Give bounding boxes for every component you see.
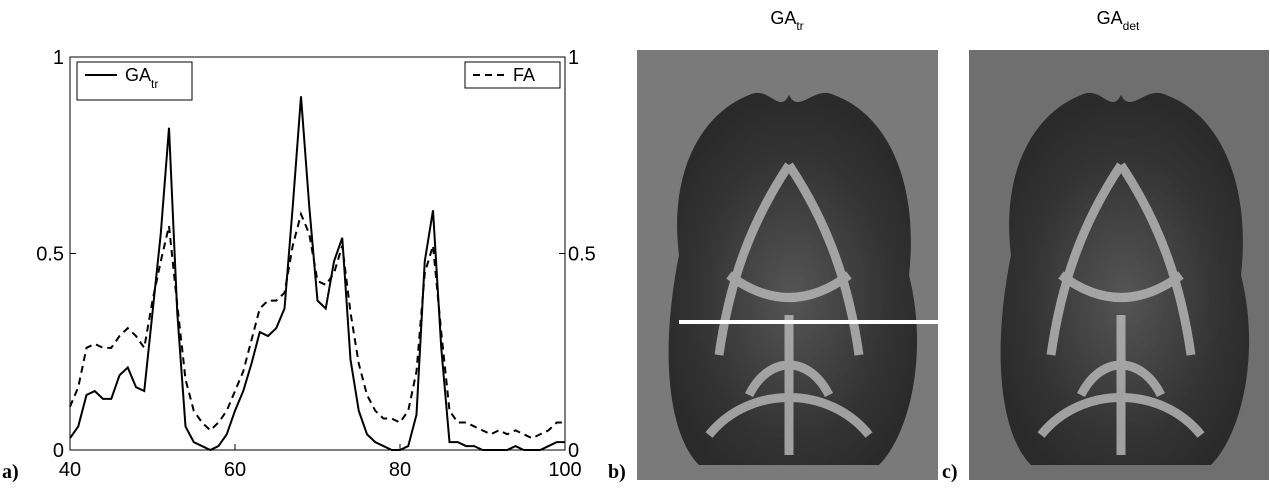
legend-box [76, 61, 193, 101]
y-tick-label: 0 [53, 440, 64, 462]
y2-tick-label: 0 [568, 440, 579, 462]
legend-label: FA [513, 65, 535, 85]
data-line [69, 211, 565, 440]
x-tick-label: 40 [59, 459, 81, 481]
legend-box [464, 61, 561, 89]
legend-name: GA [125, 65, 151, 85]
panel-label: b) [608, 461, 626, 483]
x-tick-label: 80 [389, 459, 411, 481]
legend-name: FA [513, 65, 535, 85]
image-title: GAtr [770, 8, 803, 33]
y2-tick-label: 0.5 [568, 244, 596, 266]
legend-label: GAtr [125, 65, 158, 91]
y2-tick-label: 1 [568, 47, 579, 69]
y-tick-label: 0.5 [36, 244, 64, 266]
image-panel [969, 50, 1269, 480]
image-panel [637, 50, 938, 480]
panel-label: c) [942, 461, 958, 483]
data-line [69, 96, 565, 452]
x-tick-label: 60 [224, 459, 246, 481]
legend-subscript: tr [151, 77, 158, 91]
panel-label: a) [2, 461, 19, 483]
x-tick-label: 100 [548, 459, 581, 481]
y-tick-label: 1 [53, 47, 64, 69]
image-title: GAdet [1097, 8, 1140, 33]
